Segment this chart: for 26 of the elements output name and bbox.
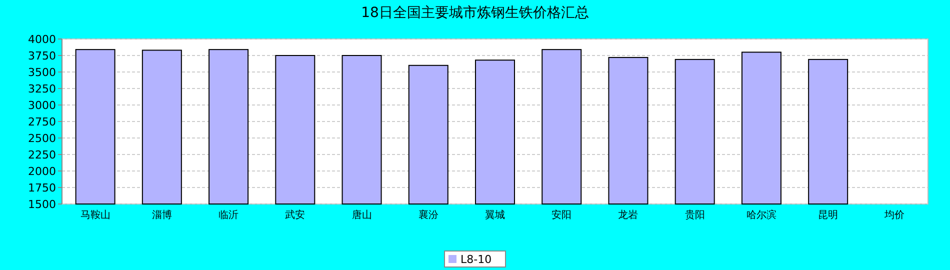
x-tick-label: 淄博: [152, 209, 172, 221]
x-tick-label: 武安: [285, 209, 306, 221]
y-tick-label: 2500: [28, 132, 56, 145]
y-tick-label: 3500: [28, 66, 56, 79]
y-tick-label: 2750: [28, 116, 56, 128]
y-tick-label: 4000: [28, 33, 56, 46]
legend: L8-10: [444, 250, 506, 268]
y-tick-label: 1500: [28, 198, 56, 211]
chart-title: 18日全国主要城市炼钢生铁价格汇总: [361, 5, 589, 21]
y-tick-label: 3000: [28, 99, 56, 112]
x-tick-label: 龙岩: [618, 209, 638, 221]
x-tick-label: 昆明: [818, 210, 838, 221]
x-tick-label: 襄汾: [418, 209, 438, 221]
x-tick-label: 翼城: [485, 209, 505, 221]
x-tick-label: 唐山: [352, 209, 372, 221]
y-tick-label: 3750: [28, 50, 56, 62]
x-tick-label: 均价: [884, 209, 905, 221]
y-tick-label: 2000: [28, 165, 56, 178]
x-tick-label: 贵阳: [684, 209, 705, 221]
x-tick-label: 临沂: [218, 209, 239, 221]
y-tick-label: 3250: [28, 82, 56, 96]
x-tick-label: 马鞍山: [80, 209, 110, 221]
x-tick-label: 安阳: [552, 209, 572, 221]
y-tick-label: 1750: [28, 182, 56, 194]
y-tick-label: 2250: [28, 148, 56, 162]
x-tick-label: 哈尔滨: [746, 209, 776, 221]
